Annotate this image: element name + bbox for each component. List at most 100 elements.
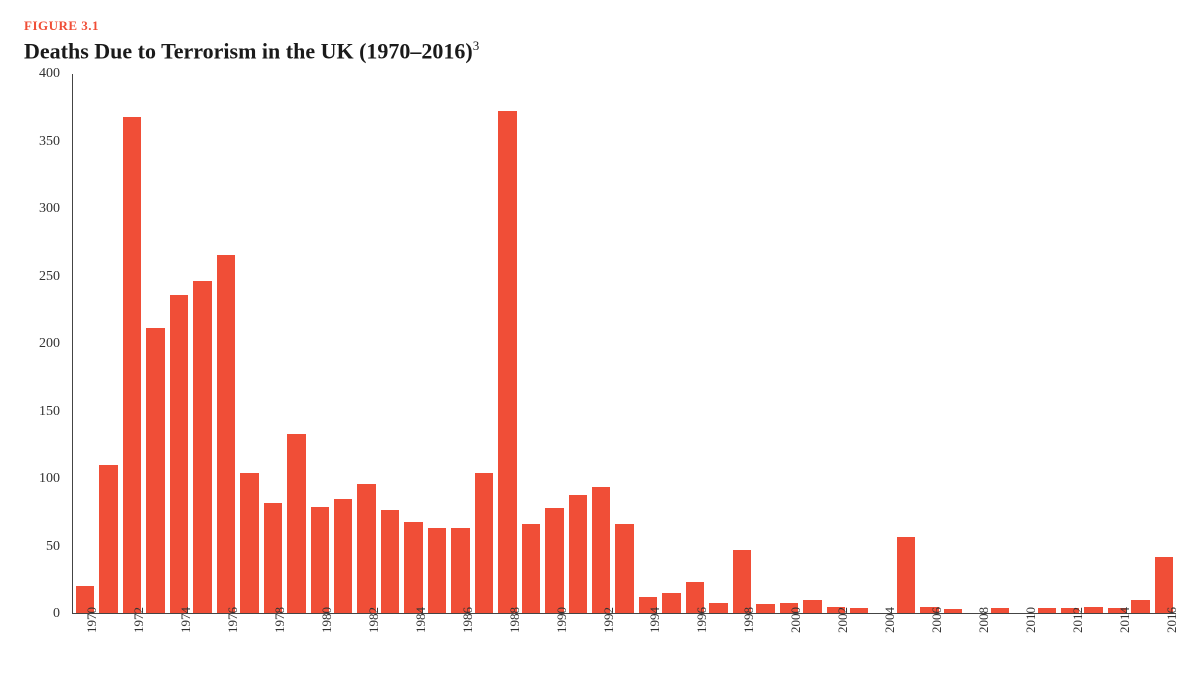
x-tick-slot [1084,614,1102,654]
x-tick-slot: 1992 [591,614,609,654]
x-tick-slot: 2000 [779,614,797,654]
bar [193,281,211,614]
bar [897,537,915,614]
x-axis: 1970 1972 1974 1976 1978 1980 1982 1984 1986 1988… [72,614,1176,654]
x-tick-slot: 1998 [732,614,750,654]
x-tick-slot: 1986 [451,614,469,654]
figure-title: Deaths Due to Terrorism in the UK (1970–… [24,38,1176,64]
x-tick-slot: 1984 [404,614,422,654]
x-tick-slot [849,614,867,654]
x-tick-slot: 1982 [357,614,375,654]
bar [1131,600,1149,613]
bar [569,495,587,614]
x-tick-slot: 2016 [1155,614,1173,654]
bar [545,508,563,613]
x-tick-slot: 1990 [544,614,562,654]
figure-title-text: Deaths Due to Terrorism in the UK (1970–… [24,38,473,63]
y-tick-label: 150 [24,404,66,420]
bar [662,593,680,613]
bar-chart: 050100150200250300350400 197019721974197… [24,74,1176,654]
bar [498,111,516,614]
bar [357,484,375,613]
x-tick-slot [756,614,774,654]
x-tick-slot [943,614,961,654]
bar [404,522,422,614]
bar [146,328,164,614]
x-tick-slot [896,614,914,654]
bar [991,608,1009,613]
x-tick-slot [521,614,539,654]
x-tick-slot [98,614,116,654]
figure-container: FIGURE 3.1 Deaths Due to Terrorism in th… [24,18,1176,654]
x-tick-slot [192,614,210,654]
bar [1155,557,1173,614]
x-tick-slot [615,614,633,654]
bar [428,528,446,613]
x-tick-slot: 1996 [685,614,703,654]
x-tick-slot: 2010 [1014,614,1032,654]
x-tick-slot [145,614,163,654]
x-tick-slot [239,614,257,654]
y-tick-label: 300 [24,201,66,217]
bar [592,487,610,614]
y-tick-label: 350 [24,134,66,150]
bar [123,117,141,613]
x-tick-slot: 2006 [920,614,938,654]
bar [451,528,469,613]
x-tick-slot [333,614,351,654]
bar [944,609,962,613]
bar [217,255,235,613]
bar [264,503,282,613]
y-tick-label: 200 [24,336,66,352]
x-tick-slot: 1972 [122,614,140,654]
x-tick-slot [709,614,727,654]
x-tick-slot [568,614,586,654]
figure-label: FIGURE 3.1 [24,18,1176,34]
x-tick-slot [662,614,680,654]
bar [733,550,751,613]
x-tick-slot: 1970 [75,614,93,654]
x-tick-slot: 1980 [310,614,328,654]
x-tick-slot: 1988 [497,614,515,654]
y-tick-label: 0 [24,606,66,622]
x-tick-slot: 2014 [1108,614,1126,654]
x-tick-slot: 1974 [169,614,187,654]
x-tick-slot: 2012 [1061,614,1079,654]
bar [709,603,727,614]
x-tick-slot [1131,614,1149,654]
x-tick-slot: 1978 [263,614,281,654]
x-tick-slot [380,614,398,654]
x-tick-slot [427,614,445,654]
x-tick-slot: 1994 [638,614,656,654]
bar [803,600,821,613]
y-tick-label: 50 [24,539,66,555]
y-tick-label: 250 [24,269,66,285]
bar [850,608,868,613]
bar [287,434,305,613]
bar [756,604,774,613]
x-tick-slot: 2008 [967,614,985,654]
figure-title-superscript: 3 [473,38,480,53]
x-tick-slot: 2004 [873,614,891,654]
y-axis: 050100150200250300350400 [24,74,66,614]
x-tick-slot: 2002 [826,614,844,654]
x-tick-slot [1037,614,1055,654]
x-tick-slot [990,614,1008,654]
x-tick-slot [474,614,492,654]
bar [1038,608,1056,613]
bars-container [73,74,1176,613]
plot-area [72,74,1176,614]
y-tick-label: 400 [24,66,66,82]
y-tick-label: 100 [24,471,66,487]
x-tick-label: 2016 [1164,607,1180,633]
bar [240,473,258,613]
bar [1084,607,1102,614]
bar [311,507,329,613]
bar [334,499,352,614]
bar [522,524,540,613]
bar [170,295,188,613]
bar [381,510,399,614]
bar [475,473,493,613]
x-tick-slot: 1976 [216,614,234,654]
x-tick-slot [286,614,304,654]
